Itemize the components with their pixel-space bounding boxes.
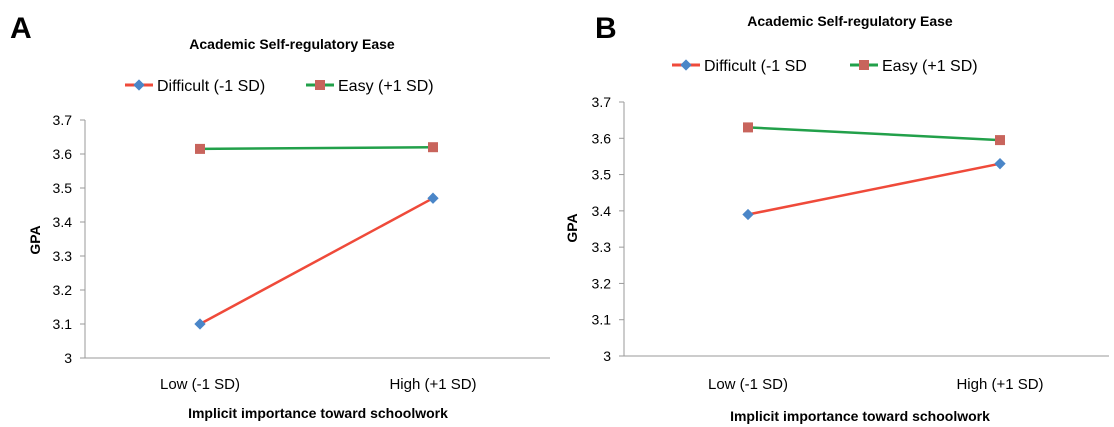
panel-letter-a: A — [10, 12, 32, 45]
panel-letter-b: B — [595, 12, 617, 45]
x-category-label: High (+1 SD) — [389, 376, 476, 393]
y-tick-label: 3.7 — [592, 94, 612, 110]
chart-panel-a: A Academic Self-regulatory Ease Difficul… — [10, 12, 550, 421]
y-tick-label: 3.1 — [53, 316, 73, 332]
chart-b-series — [742, 122, 1006, 221]
chart-b-y-axis-title: GPA — [564, 213, 580, 242]
legend-b-difficult-marker — [680, 59, 692, 71]
y-tick-label: 3.2 — [592, 275, 612, 291]
y-tick-label: 3 — [64, 350, 72, 366]
chart-a-x-axis-title: Implicit importance toward schoolwork — [188, 405, 448, 421]
series-line-difficult — [747, 162, 1001, 216]
y-tick-label: 3.5 — [592, 167, 612, 183]
chart-b-title: Academic Self-regulatory Ease — [747, 13, 953, 29]
legend-a-difficult-marker — [133, 79, 145, 91]
chart-b-category-labels: Low (-1 SD) High (+1 SD) — [708, 376, 1044, 393]
legend-a-difficult-label: Difficult (-1 SD) — [157, 78, 265, 95]
chart-a-legend: Difficult (-1 SD) Easy (+1 SD) — [125, 78, 434, 95]
chart-a-series — [194, 142, 439, 330]
x-category-label: Low (-1 SD) — [708, 376, 788, 393]
data-point-easy — [995, 135, 1005, 146]
chart-b-x-axis-title: Implicit importance toward schoolwork — [730, 408, 990, 424]
legend-b-easy-marker — [859, 60, 869, 70]
series-line-easy — [747, 126, 1001, 142]
y-tick-label: 3.6 — [53, 146, 73, 162]
y-tick-label: 3.1 — [592, 312, 612, 328]
data-point-easy — [195, 143, 205, 154]
x-category-label: High (+1 SD) — [956, 376, 1043, 393]
chart-b-y-ticks: 3 3.1 3.2 3.3 3.4 3.5 3.6 3.7 — [592, 94, 624, 364]
chart-b-legend: Difficult (-1 SD Easy (+1 SD) — [672, 58, 978, 75]
y-tick-label: 3.5 — [53, 180, 73, 196]
y-tick-label: 3.2 — [53, 282, 73, 298]
legend-a-easy-label: Easy (+1 SD) — [338, 78, 434, 95]
chart-panel-b: B Academic Self-regulatory Ease Difficul… — [557, 0, 1114, 427]
legend-a-easy-marker — [315, 80, 325, 90]
y-tick-label: 3 — [603, 348, 611, 364]
data-point-easy — [428, 142, 438, 153]
chart-a-y-axis-title: GPA — [27, 225, 43, 254]
data-point-difficult — [427, 192, 439, 204]
legend-b-difficult-label: Difficult (-1 SD — [704, 58, 807, 75]
y-tick-label: 3.7 — [53, 112, 73, 128]
y-tick-label: 3.6 — [592, 130, 612, 146]
chart-b-svg: B Academic Self-regulatory Ease Difficul… — [564, 12, 1109, 424]
data-point-easy — [743, 122, 753, 133]
series-line-easy — [199, 145, 434, 151]
x-category-label: Low (-1 SD) — [160, 376, 240, 393]
y-tick-label: 3.3 — [53, 248, 73, 264]
data-point-difficult — [194, 318, 206, 330]
legend-b-easy-label: Easy (+1 SD) — [882, 58, 978, 75]
y-tick-label: 3.4 — [592, 203, 612, 219]
chart-a-y-ticks: 3 3.1 3.2 3.3 3.4 3.5 3.6 3.7 — [53, 112, 85, 366]
chart-a-category-labels: Low (-1 SD) High (+1 SD) — [160, 376, 477, 393]
y-tick-label: 3.3 — [592, 239, 612, 255]
data-point-difficult — [994, 158, 1006, 170]
series-line-difficult — [199, 197, 434, 326]
y-tick-label: 3.4 — [53, 214, 73, 230]
data-point-difficult — [742, 208, 754, 221]
chart-a-svg: A Academic Self-regulatory Ease Difficul… — [10, 12, 550, 421]
chart-a-title: Academic Self-regulatory Ease — [189, 36, 395, 52]
